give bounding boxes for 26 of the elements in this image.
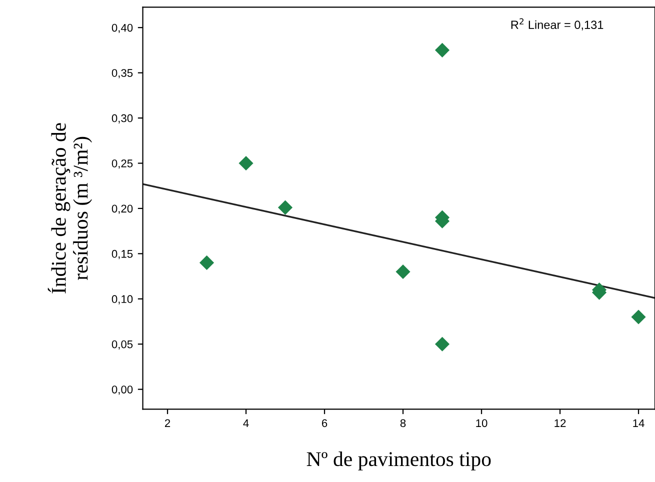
y-tick-label: 0,10 xyxy=(112,295,133,304)
x-tick-label: 14 xyxy=(633,419,644,427)
y-tick-label: 0,25 xyxy=(112,160,133,169)
point xyxy=(278,200,293,215)
x-tick-label: 2 xyxy=(164,419,170,427)
y-tick-label: 0,40 xyxy=(112,24,133,34)
y-tick-label: 0,00 xyxy=(112,386,133,395)
x-tick-label: 8 xyxy=(400,419,406,428)
y-tick-label: 0,15 xyxy=(112,250,133,260)
y-tick-label: 0,20 xyxy=(112,204,133,214)
x-tick-label: 4 xyxy=(243,419,249,427)
point xyxy=(238,156,254,171)
y-axis-title: Índice de geração de resíduos (m ³/m²) xyxy=(48,123,92,294)
point xyxy=(631,310,646,324)
y-tick-label: 0,35 xyxy=(112,69,133,78)
y-tick-label: 0,30 xyxy=(112,114,133,124)
point xyxy=(199,255,214,270)
y-tick-label: 0,05 xyxy=(112,340,133,350)
x-axis-title: Nº de pavimentos tipo xyxy=(306,452,491,470)
point xyxy=(434,42,450,58)
point xyxy=(396,264,410,280)
annotation: R$^{2}$ Linear = 0,131 xyxy=(511,18,604,30)
x-tick-label: 10 xyxy=(476,419,488,428)
point xyxy=(434,336,450,352)
x-tick-label: 12 xyxy=(554,419,566,427)
x-tick-label: 6 xyxy=(322,419,328,428)
